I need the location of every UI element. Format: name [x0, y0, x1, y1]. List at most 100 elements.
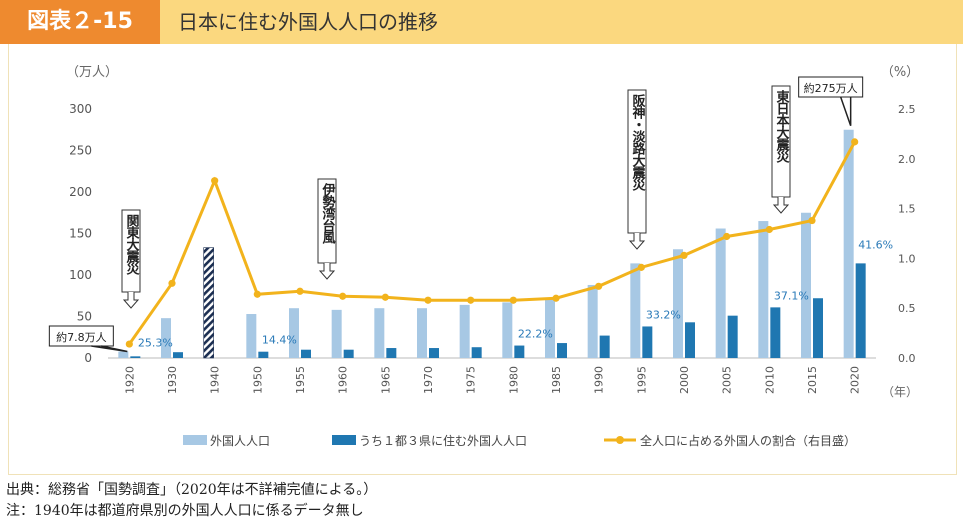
x-tick-label: 1930 [166, 366, 179, 394]
bar-metro-2020 [855, 263, 866, 358]
bar-total-1950 [246, 314, 257, 358]
bar-metro-1975 [471, 347, 482, 358]
bar-metro-2015 [813, 298, 823, 358]
bar-total-2010 [758, 221, 769, 358]
event-label-1960: 伊勢湾台風 [320, 182, 337, 245]
legend-label-metro: うち１都３県に住む外国人人口 [359, 434, 527, 448]
y-axis-right-label: （%） [881, 65, 919, 80]
x-tick-label: 1960 [337, 366, 350, 394]
figure-title: 日本に住む外国人人口の推移 [178, 10, 438, 34]
chart-canvas: （万人） （%） （年） 0 50 100 150 200 250 300 0.0 0.5 1.0 1.5… [48, 65, 919, 448]
figure-label: 図表２-15 [0, 0, 160, 44]
event-arrow-1960 [318, 263, 336, 280]
ratio-line [128, 141, 856, 345]
bar-total-1960 [331, 309, 342, 358]
bar-metro-1995 [642, 326, 653, 358]
ratio-point-1930 [168, 279, 176, 287]
bar-metro-1950 [258, 351, 269, 358]
x-axis-unit-label: （年） [882, 385, 918, 399]
bar-total-1990 [587, 284, 598, 358]
ratio-point-2015 [808, 216, 816, 225]
callout-text-2020: 約275万人 [804, 81, 858, 95]
bar-total-1940 [203, 247, 214, 359]
share-label-1995: 33.2% [646, 308, 681, 321]
x-tick-label: 1985 [550, 366, 563, 394]
bar-metro-2000 [685, 322, 695, 358]
bar-total-2000 [673, 249, 683, 358]
event-arrow-2010 [772, 197, 790, 214]
callout-pointer-1920 [91, 345, 128, 353]
y-tick-left: 250 [69, 144, 92, 158]
ratio-point-1980 [509, 296, 517, 304]
event-label-1920: 関東大震災 [124, 214, 141, 276]
source-note: 出典：総務省「国勢調査」（2020年は不詳補完値による。） [6, 482, 378, 498]
chart-panel [8, 44, 957, 475]
x-tick-label: 1920 [123, 366, 136, 394]
y-tick-right: 2.5 [898, 103, 916, 116]
ratio-point-2000 [680, 251, 688, 260]
x-tick-label: 2015 [806, 366, 819, 394]
y-axis-left-label: （万人） [66, 65, 118, 80]
bar-metro-1955 [301, 349, 311, 358]
x-tick-label: 1980 [507, 366, 520, 394]
legend-swatch-total [183, 435, 207, 445]
bar-total-1995 [630, 263, 641, 358]
event-arrow-1995 [628, 233, 646, 250]
event-label-1995: 阪神・淡路大震災 [630, 94, 647, 192]
ratio-point-1920 [125, 340, 133, 348]
data-note: 注：1940年は都道府県別の外国人人口に係るデータ無し [6, 503, 364, 519]
ratio-point-1985 [552, 294, 560, 302]
bar-metro-1920 [130, 356, 141, 358]
ratio-point-1950 [253, 290, 261, 298]
ratio-point-1960 [339, 292, 347, 300]
y-tick-right: 2.0 [898, 153, 916, 166]
legend-swatch-metro [332, 435, 356, 445]
share-label-1950: 14.4% [262, 334, 297, 347]
callout-box-2020 [798, 76, 864, 98]
x-tick-label: 1995 [635, 366, 648, 394]
bar-metro-1960 [343, 349, 354, 358]
ratio-point-1955 [296, 287, 304, 295]
ratio-point-1995 [637, 263, 645, 271]
callout-pointer-2020 [839, 96, 852, 126]
ratio-point-2005 [723, 232, 731, 241]
y-tick-right: 0.0 [898, 352, 916, 365]
y-tick-left: 50 [77, 310, 92, 324]
share-label-2020: 41.6% [858, 238, 893, 251]
x-tick-label: 1975 [465, 366, 478, 394]
legend-label-ratio: 全人口に占める外国人の割合（右目盛） [640, 433, 856, 448]
x-tick-label: 1950 [251, 366, 264, 394]
event-arrow-1920 [122, 292, 140, 309]
x-tick-label: 1955 [294, 366, 307, 394]
figure-header: 図表２-15 日本に住む外国人人口の推移 [0, 0, 963, 44]
ratio-point-2020 [851, 138, 859, 146]
x-tick-label: 2020 [849, 366, 862, 394]
x-tick-label: 2005 [721, 366, 734, 394]
bar-total-2020 [843, 129, 854, 358]
bar-metro-1965 [386, 348, 397, 358]
legend-marker-ratio [616, 436, 624, 444]
bar-total-1970 [417, 308, 427, 358]
bar-metro-1990 [599, 335, 610, 358]
y-tick-left: 200 [69, 185, 92, 199]
callout-box-1920 [48, 325, 114, 347]
bar-total-1930 [161, 318, 171, 358]
y-tick-left: 150 [69, 227, 92, 241]
bar-metro-1985 [557, 343, 567, 358]
bar-total-1985 [545, 298, 555, 358]
ratio-point-1965 [381, 293, 389, 301]
ratio-point-1940 [211, 177, 219, 185]
x-tick-label: 1970 [422, 366, 435, 394]
bar-metro-2005 [727, 315, 738, 358]
x-tick-label: 1990 [593, 366, 606, 394]
y-tick-left: 0 [84, 351, 92, 365]
bar-metro-1970 [429, 348, 439, 358]
bar-metro-1980 [514, 345, 525, 358]
y-tick-right: 0.5 [898, 302, 916, 315]
callout-text-1920: 約7.8万人 [56, 330, 107, 344]
share-label-2010: 37.1% [774, 289, 809, 302]
share-label-1920: 25.3% [138, 336, 173, 349]
y-tick-left: 300 [69, 102, 92, 116]
bar-total-1965 [374, 308, 385, 358]
share-label-1980: 22.2% [518, 328, 553, 341]
